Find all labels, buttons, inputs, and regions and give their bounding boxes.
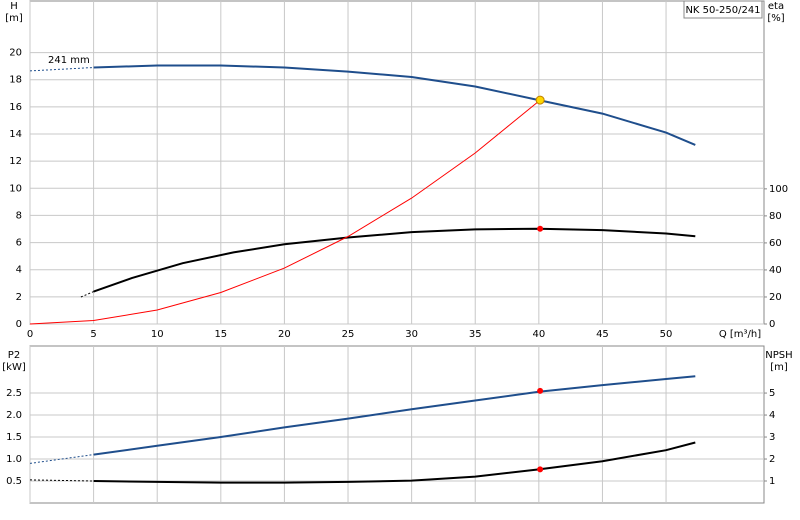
- y-tick-label: 20: [9, 48, 22, 59]
- y-axis-unit: [m]: [5, 13, 23, 24]
- x-tick-label: 0: [27, 329, 33, 340]
- y-tick-label: 0: [16, 319, 22, 330]
- y2-axis-label: NPSH: [765, 350, 792, 361]
- curve: [93, 375, 696, 456]
- title-box: [683, 0, 763, 19]
- y2-tick-label: 60: [769, 238, 782, 249]
- y2-tick-label: 0: [769, 319, 775, 330]
- x-tick-label: 10: [151, 329, 164, 340]
- y2-tick-label: 5: [769, 388, 775, 399]
- x-tick-label: 5: [90, 329, 96, 340]
- y2-tick-label: 100: [769, 184, 788, 195]
- y-tick-label: 2.0: [6, 410, 22, 421]
- y2-tick-label: 1: [769, 476, 775, 487]
- duty-point: [537, 225, 544, 232]
- duty-point: [537, 387, 544, 394]
- duty-point: [537, 466, 544, 473]
- x-tick-label: 15: [214, 329, 227, 340]
- annotation: 241 mm: [48, 55, 90, 66]
- y-axis-unit: [kW]: [2, 362, 26, 373]
- y-tick-label: 1.5: [6, 432, 22, 443]
- y-tick-label: 0.5: [6, 476, 22, 487]
- y-tick-label: 2: [16, 292, 22, 303]
- y2-tick-label: 2: [769, 454, 775, 465]
- y-tick-label: 1.0: [6, 454, 22, 465]
- curve-extension: [29, 479, 94, 482]
- y2-tick-label: 4: [769, 410, 775, 421]
- y-tick-label: 12: [9, 156, 22, 167]
- x-tick-label: 30: [405, 329, 418, 340]
- y2-axis-unit: [%]: [767, 13, 784, 24]
- x-tick-label: 35: [469, 329, 482, 340]
- x-tick-label: 40: [532, 329, 545, 340]
- duty-point: [535, 95, 545, 105]
- y2-tick-label: 3: [769, 432, 775, 443]
- y2-axis-unit: [m]: [770, 362, 788, 373]
- y-tick-label: 6: [16, 238, 22, 249]
- curve: [93, 227, 696, 293]
- curve-extension: [29, 67, 94, 72]
- y2-tick-label: 20: [769, 292, 782, 303]
- y-tick-label: 8: [16, 210, 22, 221]
- x-tick-label: 45: [596, 329, 609, 340]
- x-tick-label: 20: [278, 329, 291, 340]
- y-tick-label: 4: [16, 265, 22, 276]
- plot-area: [29, 345, 765, 504]
- y2-axis-label: eta: [768, 1, 784, 12]
- x-tick-label: 50: [660, 329, 673, 340]
- y2-tick-label: 80: [769, 211, 782, 222]
- curve: [93, 441, 696, 484]
- y-tick-label: 14: [9, 129, 22, 140]
- y-axis-label: H: [10, 1, 18, 12]
- x-tick-label: 25: [342, 329, 355, 340]
- y-tick-label: 10: [9, 183, 22, 194]
- y-tick-label: 16: [9, 102, 22, 113]
- x-axis-label: Q [m³/h]: [719, 329, 761, 340]
- curve: [29, 99, 541, 325]
- y-axis-label: P2: [8, 350, 20, 361]
- y-tick-label: 2.5: [6, 388, 22, 399]
- curve-extension: [29, 454, 94, 464]
- y2-tick-label: 40: [769, 265, 782, 276]
- chart-title: NK 50-250/241: [685, 5, 760, 16]
- curve: [93, 64, 696, 146]
- y-tick-label: 18: [9, 75, 22, 86]
